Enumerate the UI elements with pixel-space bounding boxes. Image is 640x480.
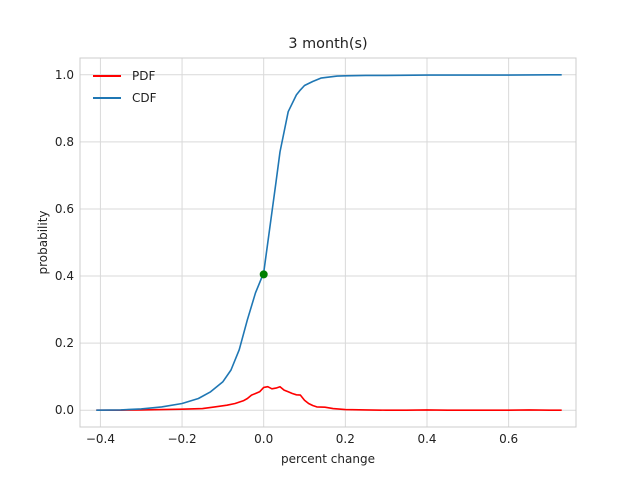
y-tick-label: 0.2 — [55, 336, 74, 350]
x-tick-label: 0.4 — [417, 432, 436, 446]
chart-title: 3 month(s) — [288, 36, 367, 52]
y-tick-label: 0.8 — [55, 135, 74, 149]
y-tick-label: 0.0 — [55, 403, 74, 417]
marker-layer — [259, 270, 268, 279]
series-line-cdf — [96, 74, 562, 411]
series-line-pdf — [96, 385, 562, 412]
y-tick-label: 0.6 — [55, 202, 74, 216]
legend-label-cdf: CDF — [132, 91, 157, 105]
y-tick-label: 0.4 — [55, 269, 74, 283]
x-axis-label: percent change — [281, 452, 375, 466]
y-axis-label: probability — [36, 210, 50, 274]
legend-label-pdf: PDF — [132, 69, 155, 83]
x-tick-label: 0.0 — [254, 432, 273, 446]
cdf-marker-point — [259, 270, 268, 279]
x-tick-label: 0.6 — [499, 432, 518, 446]
x-tick-label: −0.4 — [86, 432, 115, 446]
plot-frame — [79, 57, 577, 428]
series-layer — [96, 74, 562, 412]
x-tick-label: −0.2 — [167, 432, 196, 446]
y-tick-label: 1.0 — [55, 68, 74, 82]
x-tick-label: 0.2 — [336, 432, 355, 446]
legend: PDF CDF — [93, 69, 157, 105]
tick-layer: −0.4 −0.2 0.0 0.2 0.4 0.6 0.0 0.2 0.4 0.6 0.8 1.0 — [55, 68, 518, 446]
